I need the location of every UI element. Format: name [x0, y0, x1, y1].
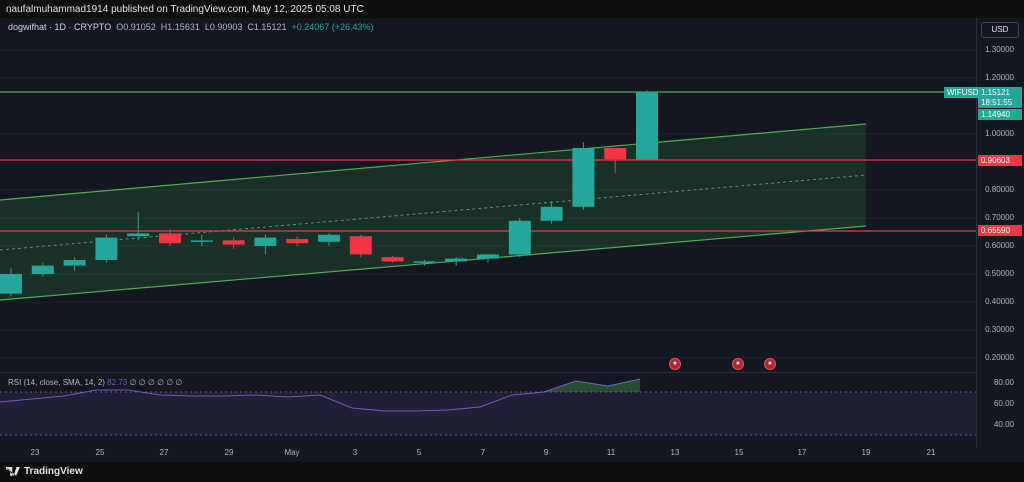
time-axis-label: 23 [30, 448, 40, 457]
time-axis-label: 13 [670, 448, 680, 457]
countdown-tag: 18:51:55 [978, 97, 1022, 108]
legend-close: C1.15121 [247, 22, 287, 32]
rsi-extra: ∅ ∅ ∅ ∅ ∅ ∅ [129, 378, 183, 387]
time-axis-label: 15 [734, 448, 744, 457]
candle-body [318, 234, 340, 242]
candle-body [413, 261, 436, 263]
channel-upper-line [0, 123, 867, 201]
candle-body [286, 239, 309, 244]
candle-body [636, 91, 658, 160]
price-axis-label: 1.30000 [985, 45, 1014, 54]
candle-body [477, 254, 499, 259]
publish-bar [0, 0, 1024, 18]
price-axis-label: 0.50000 [985, 269, 1014, 278]
candle-body [445, 258, 468, 262]
time-axis-label: 9 [543, 448, 549, 457]
candle-body [95, 237, 118, 260]
time-axis-label: 21 [926, 448, 936, 457]
tradingview-logo-icon [6, 466, 20, 476]
time-axis-label: May [284, 448, 300, 457]
channel-mid-line [0, 174, 867, 251]
price-axis-label: 1.00000 [985, 129, 1014, 138]
currency-selector[interactable]: USD [981, 22, 1019, 38]
price-axis-label: 0.70000 [985, 213, 1014, 222]
rsi-overbought-fill [544, 379, 640, 392]
candle-body [31, 265, 54, 274]
candle-body [0, 274, 22, 294]
time-axis[interactable]: 23 25 27 29 May 3 5 7 9 11 13 15 17 19 21 [0, 448, 976, 462]
legend-change: +0.24067 (+26.43%) [291, 22, 374, 32]
price-axis-label: 0.40000 [985, 297, 1014, 306]
symbol-tag: WIFUSD [944, 87, 982, 98]
prev-price-tag: 1.14940 [978, 109, 1022, 120]
candle-body [254, 237, 277, 246]
price-axis-label: 0.80000 [985, 185, 1014, 194]
time-axis-label: 29 [224, 448, 234, 457]
price-axis-label: 0.20000 [985, 353, 1014, 362]
legend-low: L0.90903 [204, 22, 243, 32]
rsi-band [0, 392, 976, 435]
candle-body [540, 206, 563, 221]
time-axis-label: 11 [606, 448, 616, 457]
us-flag-icon[interactable]: ★ [764, 358, 776, 370]
publish-text: naufalmuhammad1914 published on TradingV… [6, 4, 364, 15]
brand-label: TradingView [24, 466, 83, 477]
level-tag-high: 0.90603 [978, 155, 1022, 166]
time-axis-label: 17 [797, 448, 807, 457]
time-axis-label: 19 [861, 448, 871, 457]
time-axis-label: 3 [352, 448, 358, 457]
legend-high: H1.15631 [160, 22, 200, 32]
candle-body [127, 233, 150, 237]
price-axis-label: 1.20000 [985, 73, 1014, 82]
rsi-axis-80: 80.00 [993, 378, 1014, 387]
legend-open: O0.91052 [116, 22, 156, 32]
tradingview-logo[interactable]: TradingView [6, 466, 83, 477]
level-tag-low: 0.65590 [978, 225, 1022, 236]
time-axis-label: 27 [159, 448, 169, 457]
time-axis-label: 25 [95, 448, 105, 457]
candle-body [604, 148, 627, 160]
candle-body [63, 260, 86, 266]
legend-symbol: dogwifhat · 1D · CRYPTO [8, 22, 112, 32]
candle-body [572, 148, 595, 207]
time-axis-label: 7 [480, 448, 486, 457]
candle-body [349, 236, 372, 255]
panel-divider[interactable] [0, 372, 976, 373]
candle-body [190, 240, 213, 242]
rsi-value: 82.73 [107, 378, 128, 387]
rsi-axis-60: 60.00 [993, 399, 1014, 408]
price-axis-label: 0.30000 [985, 325, 1014, 334]
last-price-tag: 1.15121 [978, 87, 1022, 98]
candle-body [381, 257, 404, 262]
rsi-title: RSI (14, close, SMA, 14, 2) [8, 378, 105, 387]
channel-lower-line [0, 225, 867, 301]
footer-bar [0, 462, 1024, 482]
price-axis-label: 0.60000 [985, 241, 1014, 250]
rsi-legend: RSI (14, close, SMA, 14, 2) 82.73 ∅ ∅ ∅ … [8, 378, 182, 387]
candle-body [508, 220, 531, 255]
time-axis-label: 5 [416, 448, 422, 457]
ohlc-legend: dogwifhat · 1D · CRYPTO O0.91052 H1.1563… [8, 22, 374, 32]
candle-body [159, 233, 181, 244]
rsi-line [0, 378, 641, 412]
chart-area[interactable] [0, 18, 976, 372]
us-flag-icon[interactable]: ★ [669, 358, 681, 370]
candle-body [222, 240, 245, 245]
rsi-axis-40: 40.00 [993, 420, 1014, 429]
us-flag-icon[interactable]: ★ [732, 358, 744, 370]
price-chart[interactable] [0, 18, 976, 448]
